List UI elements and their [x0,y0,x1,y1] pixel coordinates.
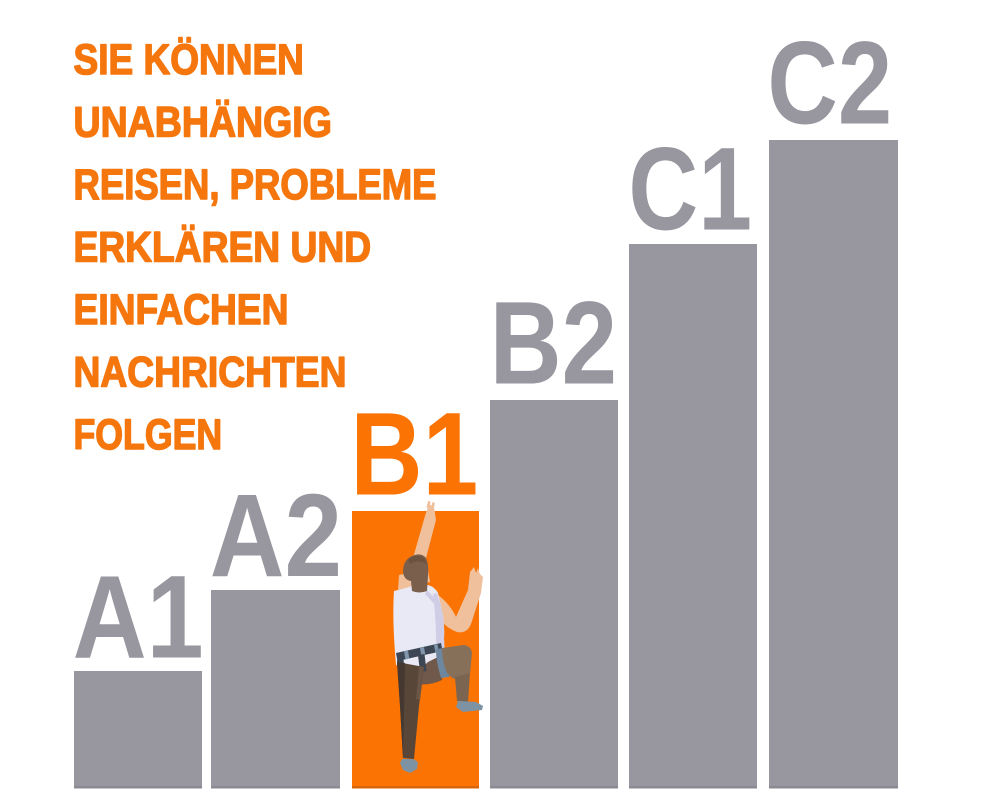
svg-text:B1: B1 [350,389,478,521]
svg-text:ERKLÄREN UND: ERKLÄREN UND [74,224,372,272]
svg-text:SIE KÖNNEN: SIE KÖNNEN [74,36,304,84]
svg-text:REISEN, PROBLEME: REISEN, PROBLEME [74,161,437,209]
svg-text:NACHRICHTEN: NACHRICHTEN [74,348,347,396]
svg-text:A2: A2 [210,470,342,602]
svg-text:FOLGEN: FOLGEN [74,411,223,459]
svg-text:UNABHÄNGIG: UNABHÄNGIG [74,99,332,147]
svg-text:B2: B2 [490,278,617,410]
svg-text:C2: C2 [767,18,892,150]
svg-text:EINFACHEN: EINFACHEN [74,286,289,334]
svg-text:C1: C1 [628,124,752,256]
svg-text:A1: A1 [73,552,204,684]
